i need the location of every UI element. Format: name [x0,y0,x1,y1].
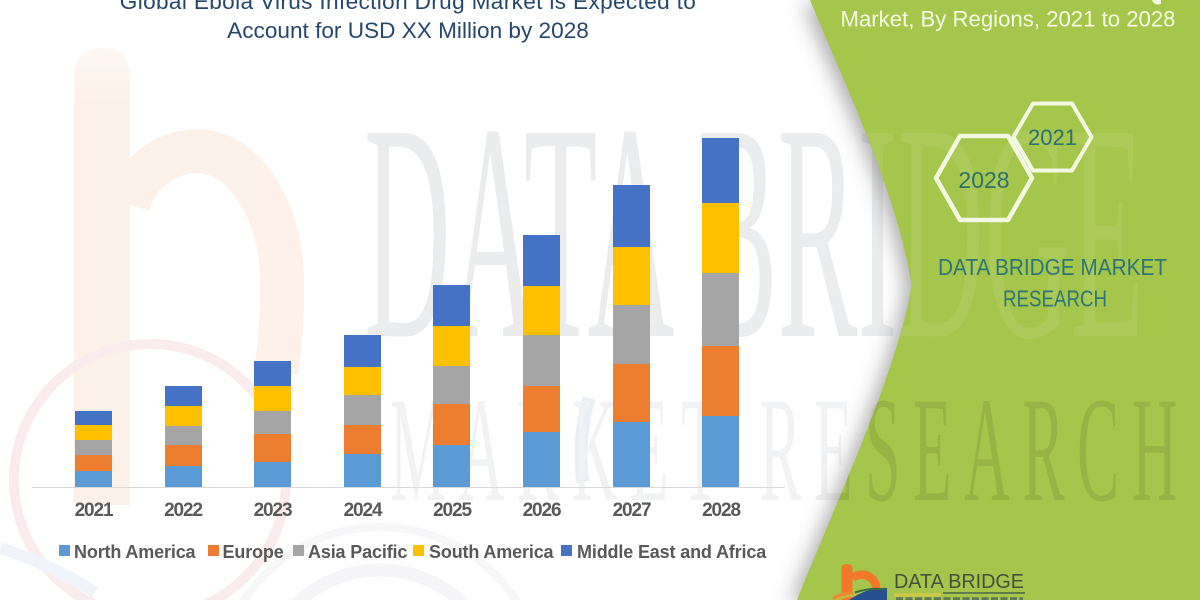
svg-text:MARKET RESEARCH: MARKET RESEARCH [390,367,1190,533]
svg-text:2028: 2028 [958,167,1009,193]
svg-text:DATA BRIDGE: DATA BRIDGE [894,571,1024,593]
svg-text:Market, By Regions, 2021 to 20: Market, By Regions, 2021 to 2028 [841,7,1176,32]
svg-text:2021: 2021 [1028,125,1077,150]
svg-text:RESEARCH: RESEARCH [1003,286,1107,312]
svg-text:DATA BRIDGE MARKET: DATA BRIDGE MARKET [938,254,1167,280]
